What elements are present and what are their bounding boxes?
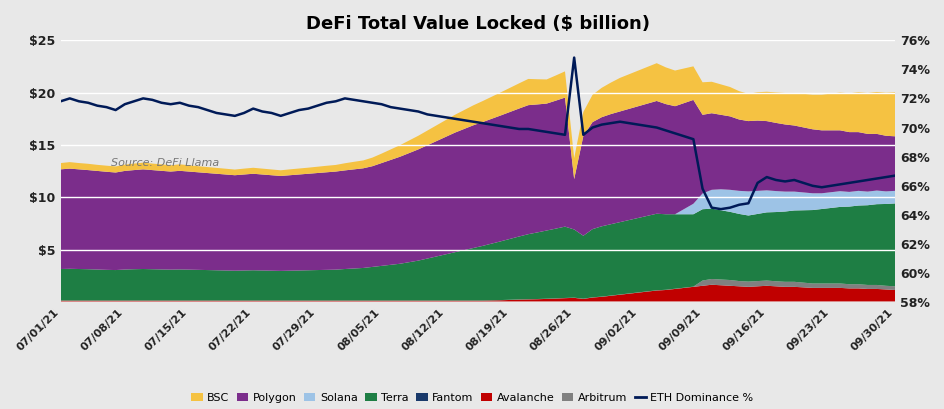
Title: DeFi Total Value Locked ($ billion): DeFi Total Value Locked ($ billion) — [306, 15, 649, 33]
Legend: BSC, Polygon, Solana, Terra, Fantom, Avalanche, Arbitrum, ETH Dominance %: BSC, Polygon, Solana, Terra, Fantom, Ava… — [187, 389, 757, 407]
Text: Source: DeFi Llama: Source: DeFi Llama — [110, 158, 219, 168]
